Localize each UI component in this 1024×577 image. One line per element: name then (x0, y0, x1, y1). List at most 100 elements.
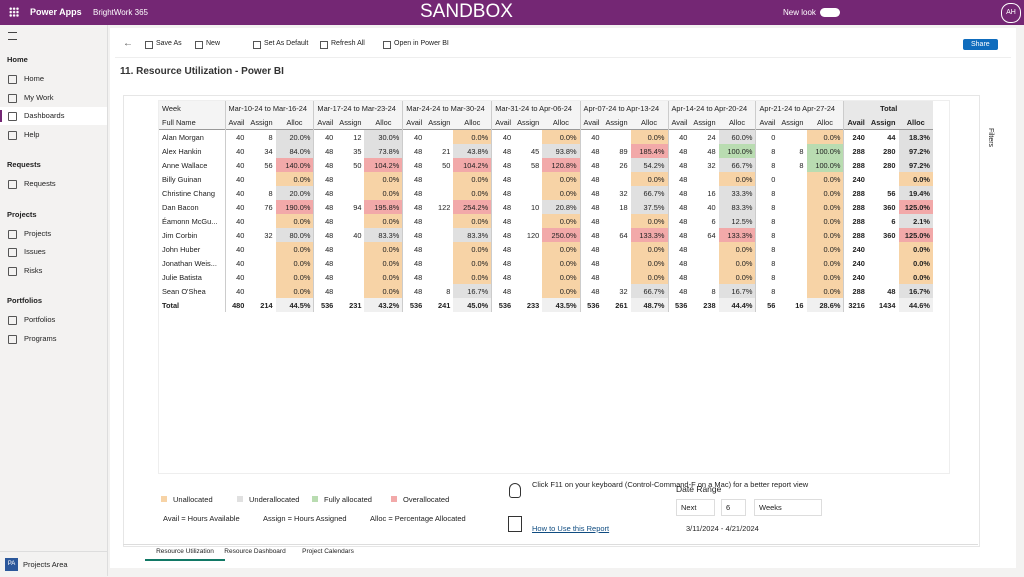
week-header: Mar-17-24 to Mar-23-24 (313, 101, 403, 115)
value-cell: 0.0% (806, 200, 844, 214)
value-cell: 93.8% (542, 144, 581, 158)
value-cell: 0 (755, 129, 779, 144)
value-cell: 0.0% (898, 270, 933, 284)
value-cell: 40 (707, 202, 716, 212)
value-cell: 20.0% (275, 186, 314, 200)
value-cell (425, 172, 453, 186)
value-cell (778, 172, 806, 186)
direction-select[interactable]: Next (676, 499, 715, 516)
value-cell: 0.0% (630, 256, 668, 270)
value-cell: 8 (268, 188, 273, 198)
value-cell: 40 (224, 158, 248, 172)
nav-item[interactable]: Help (0, 126, 107, 144)
page-title: 11. Resource Utilization - Power BI (120, 66, 284, 77)
value-cell (868, 270, 899, 284)
value-cell (602, 270, 630, 284)
nav-icon (8, 316, 17, 325)
nav-icon (8, 334, 17, 344)
data-row: Billy Guinan 40 0.0% 48 0.0% 48 0.0% 48 0.0% 48 0.… (159, 172, 933, 186)
value-cell: 48 (402, 284, 426, 298)
command-icon (320, 41, 328, 49)
value-cell (778, 130, 806, 145)
nav-icon (8, 229, 17, 239)
value-cell: 50 (353, 160, 362, 170)
menu-toggle[interactable] (8, 32, 17, 40)
report-tab[interactable]: Resource Dashboard (224, 548, 286, 555)
nav-item[interactable]: Risks (0, 262, 107, 280)
area-switcher[interactable]: PA Projects Area (0, 551, 107, 577)
nav-item[interactable]: Dashboards (0, 107, 107, 125)
nav-item[interactable]: Issues (0, 243, 107, 261)
command-label: Refresh All (331, 40, 365, 47)
nav-item[interactable]: Requests (0, 175, 107, 193)
value-cell: 48.7% (630, 298, 668, 312)
value-cell: 48 (887, 286, 896, 296)
value-cell (602, 256, 630, 270)
value-cell: 40 (579, 129, 603, 144)
value-cell: 48 (667, 200, 691, 214)
value-cell: 104.2% (364, 158, 403, 172)
back-button[interactable]: ← (123, 38, 133, 49)
value-cell: 48 (313, 214, 337, 228)
value-cell: 0.0% (275, 214, 314, 228)
value-cell: 32 (264, 230, 273, 240)
value-cell: 240 (843, 242, 868, 256)
value-cell: 40 (224, 256, 248, 270)
value-cell: 48 (402, 256, 426, 270)
app-launcher[interactable] (9, 7, 19, 17)
sub-header: Assign (693, 117, 716, 127)
value-cell (425, 256, 453, 270)
unit-select[interactable]: Weeks (754, 499, 822, 516)
legend-swatch (312, 496, 318, 502)
name-cell: Alan Morgan (162, 132, 204, 142)
sub-header: Avail (402, 115, 426, 130)
share-button[interactable]: Share (963, 39, 998, 50)
value-cell: 0.0% (542, 256, 581, 270)
nav-item[interactable]: Programs (0, 330, 107, 348)
nav-item[interactable]: My Work (0, 89, 107, 107)
sub-header: Alloc (552, 117, 569, 127)
value-cell (247, 242, 275, 256)
value-cell: 240 (843, 256, 868, 270)
command-label: Set As Default (264, 40, 309, 47)
filters-pane[interactable]: Filters (987, 128, 994, 148)
value-cell: 238 (703, 300, 716, 310)
toggle[interactable] (820, 8, 840, 17)
value-cell (425, 228, 453, 242)
value-cell: 0.0% (806, 172, 844, 186)
report-tab[interactable]: Resource Utilization (145, 548, 225, 561)
nav-icon (8, 180, 17, 189)
value-cell: 3216 (843, 298, 868, 312)
value-cell (336, 242, 364, 256)
nav-label: Issues (24, 247, 46, 256)
value-cell: 48 (579, 228, 603, 242)
value-cell: 122 (438, 202, 451, 212)
command-icon (145, 41, 153, 49)
count-input[interactable]: 6 (721, 499, 746, 516)
value-cell: 48 (579, 158, 603, 172)
value-cell: 100.0% (806, 144, 844, 158)
tip-link[interactable]: How to Use this Report (532, 524, 610, 533)
date-range-title: Date Range (676, 484, 722, 494)
legend-label: Unallocated (173, 495, 213, 504)
value-cell: 48 (579, 144, 603, 158)
value-cell: 44.4% (718, 298, 756, 312)
value-cell: 97.2% (898, 144, 933, 158)
report-tab[interactable]: Project Calendars (302, 548, 354, 555)
value-cell: 8 (755, 144, 779, 158)
value-cell: 48 (491, 270, 515, 284)
nav-item[interactable]: Projects (0, 225, 107, 243)
doc-icon (508, 516, 522, 532)
value-cell: 48 (579, 172, 603, 186)
value-cell: 190.0% (275, 200, 314, 214)
value-cell: 24 (707, 132, 716, 142)
value-cell: 536 (667, 298, 691, 312)
nav-item[interactable]: Portfolios (0, 311, 107, 329)
value-cell: 48 (313, 172, 337, 186)
value-cell: 0.0% (806, 242, 844, 256)
value-cell: 133.3% (718, 228, 756, 242)
value-cell: 48 (491, 172, 515, 186)
avatar[interactable]: AH (1001, 3, 1021, 23)
value-cell (778, 200, 806, 214)
nav-item[interactable]: Home (0, 70, 107, 88)
